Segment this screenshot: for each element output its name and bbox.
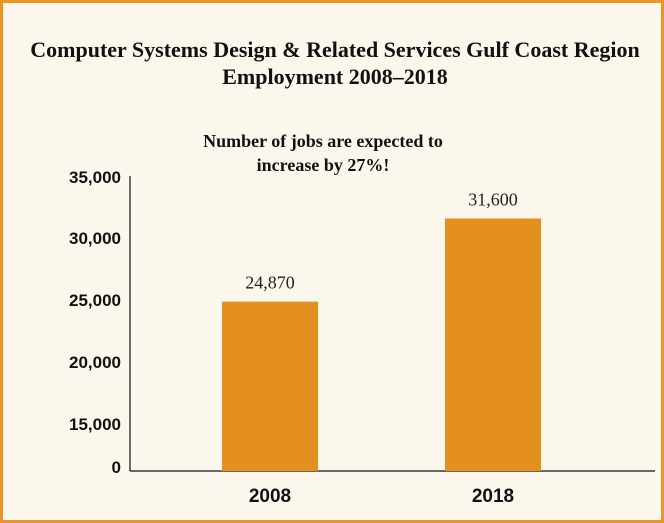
y-tick-label-15000: 15,000 [69,415,121,434]
chart-subtitle: Number of jobs are expected to increase … [203,131,443,175]
y-tick-label-30000: 30,000 [69,229,121,248]
x-tick-label-2008: 2008 [249,486,291,507]
bar-2018 [445,218,541,471]
data-labels-group: 24,870 31,600 [245,189,518,292]
chart-title: Computer Systems Design & Related Servic… [30,37,640,89]
y-tick-label-0: 0 [112,458,121,477]
y-tick-label-20000: 20,000 [69,353,121,372]
data-label-2018: 31,600 [468,189,518,209]
y-tick-label-35000: 35,000 [69,168,121,187]
data-label-2008: 24,870 [245,273,295,293]
x-axis-labels: 2008 2018 [249,486,514,507]
bars-group [222,218,541,471]
x-tick-label-2018: 2018 [472,486,514,507]
y-tick-label-25000: 25,000 [69,291,121,310]
bar-2008 [222,301,318,471]
y-axis-ticks: 0 15,000 20,000 25,000 30,000 35,000 [69,168,121,477]
